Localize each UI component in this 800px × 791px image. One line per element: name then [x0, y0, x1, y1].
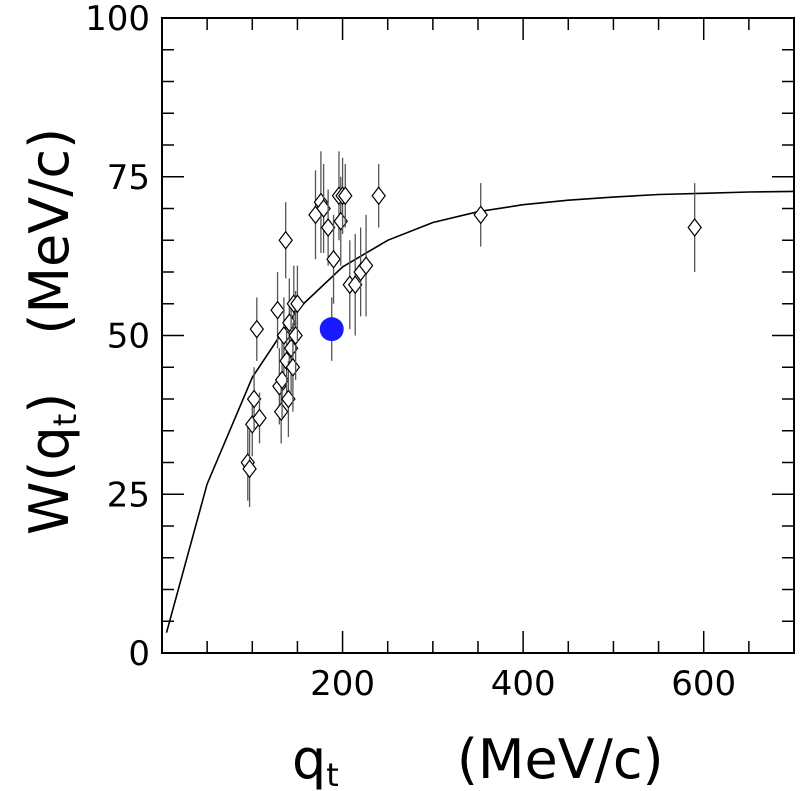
axis-ticks [162, 18, 794, 653]
y-tick-label: 100 [85, 0, 150, 39]
data-point-diamond [242, 459, 257, 479]
y-tick-label: 25 [107, 475, 150, 515]
y-axis-title-main: W(q [18, 426, 81, 535]
data-points-layer [240, 151, 702, 507]
tick-labels: 200 400 600 0 25 50 75 100 [85, 0, 736, 704]
data-point-diamond [290, 294, 305, 314]
highlighted-data-point [319, 317, 344, 342]
data-point-diamond [252, 408, 267, 428]
y-tick-label: 0 [128, 634, 150, 674]
y-tick-label: 75 [107, 158, 150, 198]
data-point-diamond [288, 326, 303, 345]
x-axis-title-main: q [292, 728, 326, 791]
data-point-diamond [320, 218, 336, 238]
data-point-diamond [249, 319, 265, 339]
data-point-diamond [358, 256, 374, 276]
y-axis-title-sub: t [46, 414, 84, 427]
y-axis-title-unit: (MeV/c) [18, 128, 81, 335]
y-axis-title: W(qt) (MeV/c) [18, 128, 84, 535]
x-axis-title-sub: t [326, 756, 339, 791]
data-point-diamond [270, 300, 285, 320]
x-axis-title: qt (MeV/c) [292, 728, 664, 791]
data-point-diamond [338, 186, 353, 206]
data-point-diamond [371, 186, 386, 206]
data-point-diamond [273, 402, 289, 422]
data-point-diamond [473, 205, 488, 225]
data-point-diamond [278, 230, 293, 250]
data-point-diamond [347, 275, 363, 295]
data-point-diamond [246, 389, 262, 409]
data-point-diamond [326, 249, 341, 269]
y-tick-label: 50 [107, 317, 150, 357]
y-axis-title-close: ) [18, 393, 81, 414]
x-tick-label: 400 [491, 664, 556, 704]
data-point-diamond [687, 218, 702, 238]
x-tick-label: 600 [671, 664, 736, 704]
x-tick-label: 200 [310, 664, 375, 704]
x-axis-title-unit: (MeV/c) [457, 728, 664, 791]
